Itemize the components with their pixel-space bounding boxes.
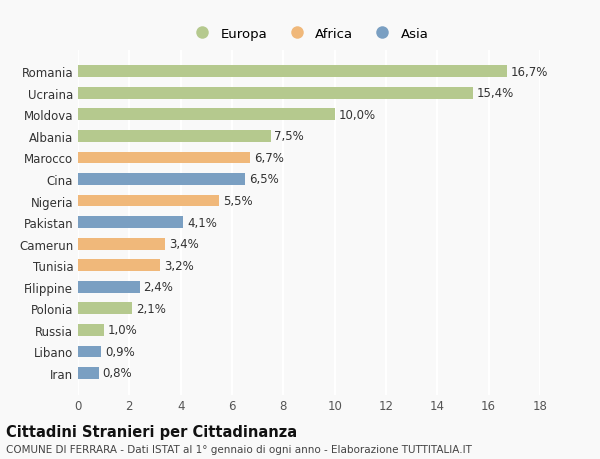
Bar (78, 367, 98, 379)
Bar (78, 88, 473, 100)
Bar (78, 174, 245, 185)
Bar (78, 217, 183, 229)
Text: 3,2%: 3,2% (164, 259, 194, 272)
Text: 16,7%: 16,7% (511, 66, 548, 78)
Text: 6,7%: 6,7% (254, 151, 284, 165)
Text: 5,5%: 5,5% (223, 195, 253, 207)
Bar (78, 281, 140, 293)
Bar (78, 303, 132, 314)
Text: 0,9%: 0,9% (105, 345, 134, 358)
Text: 6,5%: 6,5% (248, 173, 278, 186)
Text: 2,4%: 2,4% (143, 280, 173, 294)
Text: 4,1%: 4,1% (187, 216, 217, 229)
Text: 1,0%: 1,0% (107, 324, 137, 336)
Bar (78, 131, 271, 142)
Text: 7,5%: 7,5% (274, 130, 304, 143)
Bar (78, 346, 101, 358)
Bar (78, 152, 250, 164)
Text: Cittadini Stranieri per Cittadinanza: Cittadini Stranieri per Cittadinanza (6, 425, 297, 440)
Text: 10,0%: 10,0% (338, 109, 376, 122)
Bar (78, 66, 506, 78)
Bar (78, 324, 104, 336)
Bar (78, 195, 219, 207)
Text: 15,4%: 15,4% (477, 87, 514, 100)
Text: COMUNE DI FERRARA - Dati ISTAT al 1° gennaio di ogni anno - Elaborazione TUTTITA: COMUNE DI FERRARA - Dati ISTAT al 1° gen… (6, 444, 472, 454)
Bar (78, 238, 165, 250)
Bar (78, 260, 160, 272)
Text: 3,4%: 3,4% (169, 238, 199, 251)
Text: 0,8%: 0,8% (103, 367, 132, 380)
Legend: Europa, Africa, Asia: Europa, Africa, Asia (184, 22, 434, 46)
Text: 2,1%: 2,1% (136, 302, 166, 315)
Bar (78, 109, 335, 121)
